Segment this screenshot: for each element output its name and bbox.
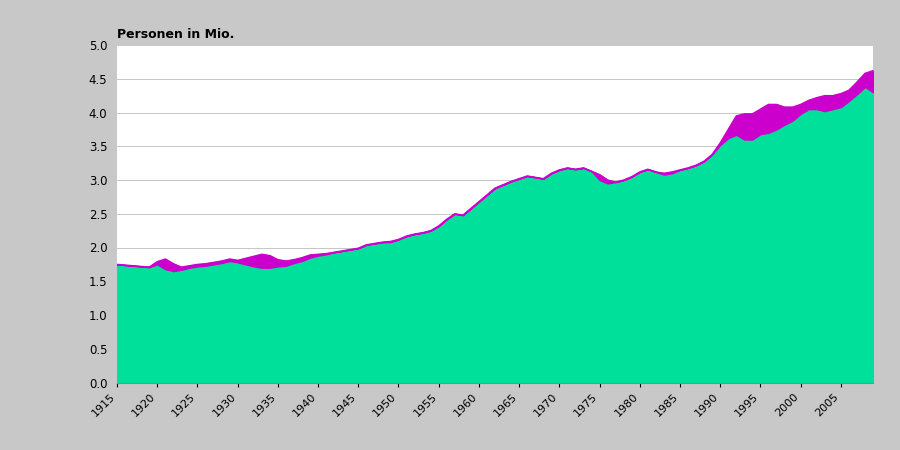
Text: Personen in Mio.: Personen in Mio. — [117, 28, 234, 41]
